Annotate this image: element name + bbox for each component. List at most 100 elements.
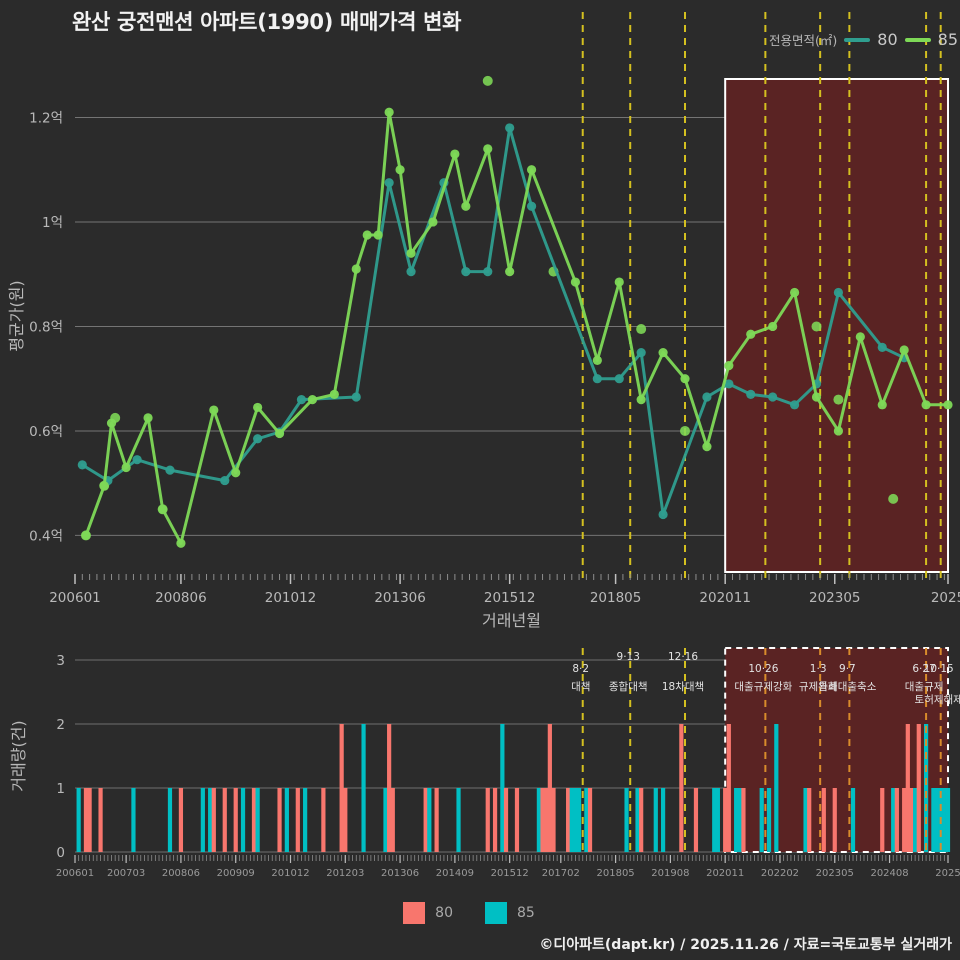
bottom-legend-swatch-85 [485, 902, 507, 924]
volume-bar [390, 788, 395, 852]
volume-bar [343, 788, 348, 852]
volume-bar [178, 788, 184, 852]
volume-bar [660, 788, 666, 852]
y-axis-tick-label: 1 [56, 781, 65, 797]
x-axis-tick-label: 202011 [706, 868, 744, 879]
series-point-85 [746, 329, 756, 339]
series-point-85 [143, 413, 153, 423]
volume-bar [361, 724, 366, 852]
x-axis-tick-label: 201012 [265, 590, 317, 606]
series-point-85 [702, 442, 712, 452]
series-point-80 [132, 455, 142, 465]
volume-bar [87, 788, 92, 852]
volume-bar [500, 724, 505, 852]
series-point-85 [351, 264, 361, 274]
bottom-legend: 80 85 [0, 902, 960, 924]
x-axis-tick-label: 202408 [870, 868, 908, 879]
series-point-80 [658, 509, 668, 520]
series-point-85 [811, 392, 822, 402]
series-point-80 [461, 266, 471, 277]
volume-bar [931, 788, 936, 852]
policy-date: 9·7 [839, 663, 856, 675]
series-point-85 [253, 402, 263, 413]
scatter-point [888, 493, 899, 504]
volume-bar [295, 788, 300, 852]
scatter-point [811, 321, 822, 332]
volume-bar [923, 724, 929, 852]
volume-bar [891, 788, 896, 852]
series-point-85 [428, 217, 438, 227]
volume-bar [807, 788, 812, 852]
series-point-85 [570, 277, 581, 287]
volume-bar [913, 788, 918, 852]
series-point-80 [636, 347, 646, 358]
policy-annotation-8·2: 8·2 대책 [571, 663, 590, 693]
x-axis-tick-label: 201512 [491, 868, 529, 879]
y-axis-tick-label: 3 [56, 653, 65, 669]
volume-bar [284, 788, 289, 852]
x-axis-tick-label: 201203 [326, 868, 364, 879]
volume-bar [635, 788, 640, 852]
volume-bar [693, 788, 699, 852]
series-point-85 [833, 426, 844, 436]
policy-label: 토허제해제 [915, 693, 960, 706]
volume-bar [803, 788, 808, 852]
volume-bar [131, 788, 136, 852]
series-point-85 [406, 248, 416, 258]
x-axis-minor-ticks [74, 574, 945, 580]
series-point-80 [724, 379, 734, 389]
legend-swatch-85 [904, 37, 931, 42]
series-point-85 [921, 400, 931, 410]
series-point-80 [614, 374, 624, 384]
series-point-85 [384, 107, 394, 117]
series-point-85 [526, 165, 537, 175]
policy-date: 6·27 [912, 663, 935, 675]
volume-bar [544, 788, 549, 852]
series-point-85 [943, 400, 953, 410]
volume-bar [83, 788, 89, 852]
volume-bar [902, 788, 907, 852]
policy-label: 대책 [571, 681, 590, 693]
volume-bar [723, 788, 728, 852]
legend-label-85: 85 [937, 30, 958, 49]
volume-bar [503, 788, 509, 852]
highlight-region [724, 78, 949, 573]
policy-label: 대출규제강화 [734, 681, 792, 693]
series-point-85 [373, 230, 383, 240]
policy-label: 종합대책 [609, 681, 648, 693]
volume-bar [321, 788, 326, 852]
policy-label: 18차대책 [662, 681, 704, 693]
top-legend: 전용면적(㎡) 80 85 [769, 30, 958, 49]
top-legend-title: 전용면적(㎡) [769, 33, 838, 48]
volume-bar [200, 788, 205, 852]
x-axis-tick-label: 2025 [931, 590, 960, 606]
scatter-point [636, 324, 647, 335]
series-point-80 [165, 465, 175, 475]
series-point-85 [855, 332, 865, 342]
series-point-85 [121, 462, 131, 473]
policy-date: 10·15 [924, 663, 954, 675]
policy-date: 9·13 [617, 651, 640, 663]
series-point-85 [274, 428, 285, 439]
x-axis-tick-label: 202202 [761, 868, 799, 879]
volume-bar [880, 788, 885, 852]
volume-bar [909, 788, 914, 852]
y-axis-tick-label: 1.2억 [29, 110, 63, 126]
series-point-80 [253, 434, 263, 444]
series-point-85 [307, 394, 318, 405]
x-axis-tick-label: 200806 [162, 868, 200, 879]
x-axis-tick-label: 200601 [56, 868, 94, 879]
series-point-85 [483, 144, 493, 154]
series-point-80 [768, 392, 778, 402]
bottom-legend-label-85: 85 [517, 905, 535, 921]
volume-bar [547, 724, 552, 852]
volume-bar [339, 724, 344, 852]
volume-bar [576, 788, 582, 852]
volume-bar [222, 788, 227, 852]
footer-credit: ©디아파트(dapt.kr) / 2025.11.26 / 자료=국토교통부 실… [539, 937, 952, 953]
policy-annotation-12·16: 12·16 18차대책 [662, 651, 704, 693]
volume-bar [240, 788, 246, 852]
volume-bar [573, 788, 578, 852]
